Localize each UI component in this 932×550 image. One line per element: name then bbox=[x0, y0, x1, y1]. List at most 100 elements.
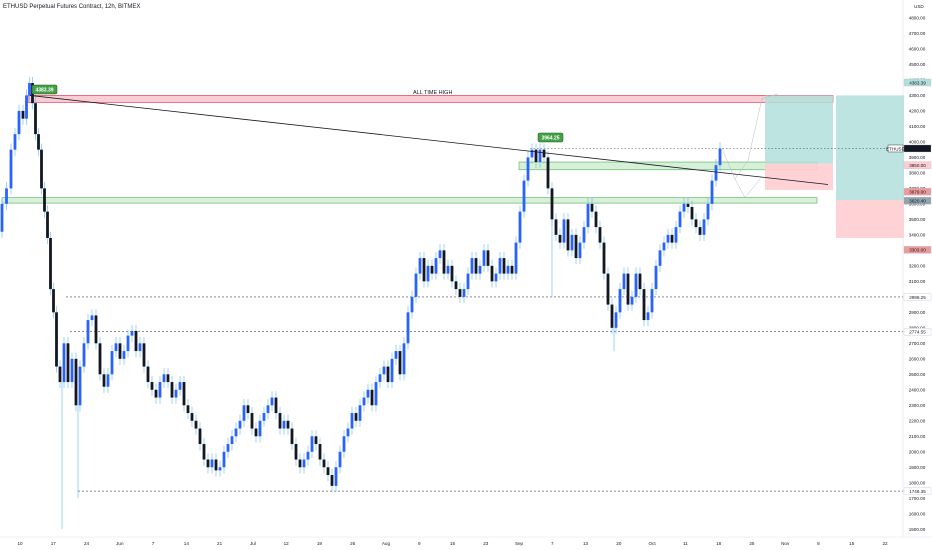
time-axis[interactable]: 10 17 24 Jun 7 14 21 Jul 12 19 26 Aug 9 16 23 Sep 7 13 20 O… bbox=[17, 541, 888, 546]
candle-body bbox=[466, 273, 470, 290]
candle-body bbox=[358, 405, 362, 421]
candle-body bbox=[17, 110, 21, 135]
x-tick-label: 16 bbox=[450, 541, 456, 546]
candle-body bbox=[514, 242, 518, 274]
price-tag-text: 1746.35 bbox=[909, 489, 926, 494]
candle-body bbox=[218, 467, 222, 471]
price-tag-text: 3303.00 bbox=[909, 248, 926, 253]
candle-body bbox=[618, 289, 622, 313]
candle-body bbox=[698, 227, 702, 235]
price-tag-box bbox=[903, 187, 932, 196]
y-tick-label: 3100.00 bbox=[909, 279, 926, 284]
x-tick-label: 12 bbox=[284, 541, 290, 546]
price-tag-text: 2999.25 bbox=[909, 295, 926, 300]
candle-body bbox=[298, 459, 302, 468]
x-tick-label: 13 bbox=[583, 541, 589, 546]
candle-body bbox=[610, 304, 614, 328]
long-stop-zone-1 bbox=[765, 163, 833, 190]
candle-body bbox=[406, 312, 410, 344]
candle-body bbox=[118, 343, 122, 359]
candlestick-series bbox=[0, 76, 722, 530]
candle-body bbox=[702, 219, 706, 235]
peak-tag-1: 4383.39 bbox=[31, 84, 58, 95]
candle-body bbox=[90, 315, 94, 321]
candle-body bbox=[314, 436, 318, 445]
candle-body bbox=[674, 227, 678, 243]
candle-body bbox=[210, 459, 214, 468]
candle-body bbox=[46, 211, 49, 238]
candle-body bbox=[518, 211, 522, 243]
candle-body bbox=[470, 258, 474, 274]
ath-zone bbox=[27, 95, 834, 103]
peak-tag-2: 3964.25 bbox=[537, 132, 564, 143]
price-tags: 4383.39 3957.50 3850.00 3679.00 3620.40 3303.… bbox=[886, 78, 932, 495]
x-tick-label: 8 bbox=[817, 541, 820, 546]
x-tick-label: 10 bbox=[17, 541, 23, 546]
y-tick-label: 2400.00 bbox=[909, 387, 926, 392]
candle-body bbox=[318, 444, 322, 460]
y-tick-label: 2900.00 bbox=[909, 310, 926, 315]
currency-label[interactable]: USD bbox=[914, 4, 924, 9]
candle-body bbox=[438, 250, 442, 259]
candle-body bbox=[682, 203, 686, 212]
candle-body bbox=[670, 234, 674, 243]
price-tag-box bbox=[903, 197, 932, 205]
y-tick-label: 3400.00 bbox=[909, 232, 926, 237]
x-tick-label: 11 bbox=[683, 541, 688, 546]
candle-body bbox=[370, 389, 374, 406]
price-tag-box bbox=[903, 78, 932, 87]
peak-tag-2-text: 3964.25 bbox=[541, 136, 559, 142]
candle-body bbox=[122, 351, 126, 359]
drawings-layer bbox=[29, 93, 829, 199]
candle-body bbox=[422, 258, 426, 282]
candle-body bbox=[0, 203, 4, 232]
y-tick-label: 2600.00 bbox=[909, 356, 926, 361]
candle-body bbox=[234, 428, 238, 437]
price-tag-box bbox=[903, 144, 932, 153]
candle-body bbox=[150, 382, 154, 390]
candle-body bbox=[142, 343, 146, 367]
x-tick-label: 21 bbox=[217, 541, 223, 546]
candle-body bbox=[538, 149, 542, 163]
candle-body bbox=[578, 242, 582, 259]
candle-body bbox=[550, 188, 554, 220]
candle-body bbox=[458, 289, 462, 297]
candle-body bbox=[178, 382, 182, 390]
candle-body bbox=[37, 134, 40, 150]
candle-body bbox=[70, 358, 74, 383]
candle-body bbox=[650, 289, 654, 313]
y-tick-label: 2100.00 bbox=[909, 434, 926, 439]
x-tick-label: 26 bbox=[350, 541, 356, 546]
candle-body bbox=[43, 188, 46, 212]
candle-body bbox=[686, 203, 690, 207]
y-tick-label: 4300.00 bbox=[909, 93, 926, 98]
candle-body bbox=[66, 343, 70, 383]
y-tick-label: 2200.00 bbox=[909, 418, 926, 423]
candle-body bbox=[294, 444, 298, 460]
candle-body bbox=[238, 420, 242, 429]
candle-body bbox=[498, 258, 502, 274]
y-tick-label: 4200.00 bbox=[909, 109, 926, 114]
candle-body bbox=[566, 219, 570, 251]
y-tick-label: 4100.00 bbox=[909, 124, 926, 129]
price-axis[interactable]: 1500.00 1600.00 1700.00 1800.00 1900.00 2000.… bbox=[909, 16, 926, 532]
x-tick-label: Jul bbox=[250, 541, 256, 546]
candle-body bbox=[510, 265, 514, 274]
candle-body bbox=[86, 320, 90, 344]
candle-body bbox=[494, 273, 498, 282]
candle-body bbox=[410, 296, 414, 313]
candle-body bbox=[526, 157, 530, 181]
level-lines bbox=[66, 148, 903, 492]
candle-body bbox=[158, 382, 162, 398]
candle-body bbox=[678, 211, 682, 228]
candle-body bbox=[402, 343, 406, 375]
candle-body bbox=[82, 343, 86, 367]
candle-body bbox=[346, 428, 350, 437]
y-tick-label: 4500.00 bbox=[909, 62, 926, 67]
candle-body bbox=[114, 343, 118, 352]
candle-body bbox=[586, 203, 590, 228]
projection-path-alt bbox=[734, 178, 761, 199]
candle-body bbox=[570, 234, 574, 251]
candle-body bbox=[626, 273, 630, 305]
